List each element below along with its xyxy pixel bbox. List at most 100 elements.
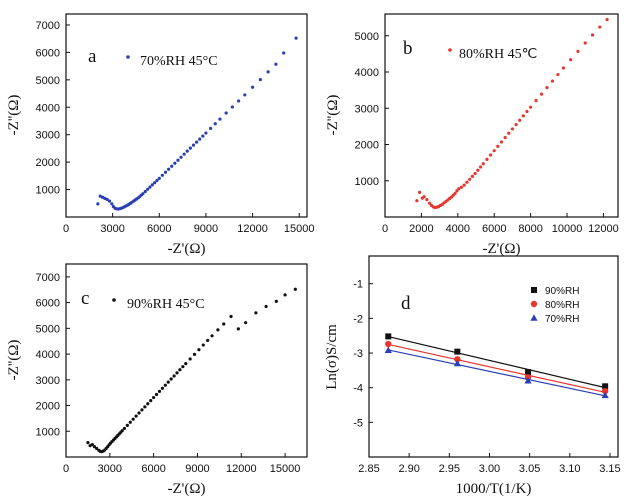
data-point: [179, 155, 183, 159]
legend-label: 90%RH: [545, 286, 579, 297]
data-point: [518, 118, 522, 122]
data-point: [201, 343, 205, 347]
y-tick-label: 1000: [355, 176, 379, 188]
data-point: [157, 176, 161, 180]
x-tick-label: 2.85: [358, 463, 379, 475]
data-point: [258, 77, 262, 82]
x-tick-label: 3.15: [599, 463, 620, 475]
data-point: [131, 417, 135, 421]
data-point: [521, 114, 525, 118]
data-point: [146, 402, 150, 406]
condition-label: 90%RH 45°C: [127, 297, 205, 312]
x-tick-label: 6000: [147, 223, 171, 235]
data-point: [496, 144, 500, 148]
y-axis-label: -Z''(Ω): [6, 95, 22, 136]
data-point: [264, 304, 268, 309]
data-point: [167, 167, 171, 171]
data-point: [503, 136, 507, 140]
x-tick-label: 3000: [100, 223, 124, 235]
data-point: [188, 146, 192, 150]
y-tick-label: 3000: [36, 375, 60, 387]
y-tick-label: 2000: [36, 157, 60, 169]
data-point: [181, 365, 185, 369]
data-point: [601, 387, 609, 395]
data-point: [222, 322, 226, 326]
data-point: [462, 183, 466, 187]
data-point: [206, 338, 210, 343]
panel-letter: a: [88, 46, 97, 67]
data-point: [459, 185, 464, 189]
data-point: [236, 99, 241, 103]
legend-marker: [530, 314, 538, 321]
panel-letter: b: [403, 38, 413, 59]
y-tick-label: -5: [353, 417, 363, 429]
data-point: [534, 99, 538, 103]
data-point: [492, 149, 496, 153]
data-point: [478, 165, 483, 169]
data-point: [417, 190, 422, 194]
data-point: [453, 359, 461, 367]
y-tick-label: 4000: [36, 349, 60, 361]
data-point: [110, 202, 114, 206]
data-point: [140, 408, 144, 412]
y-tick-label: -3: [353, 348, 363, 360]
data-point: [507, 131, 511, 135]
data-point: [163, 170, 168, 174]
data-point: [550, 79, 555, 83]
data-point: [230, 105, 234, 109]
data-point: [148, 185, 152, 189]
fit-line-70%RH: [388, 349, 606, 397]
data-point: [576, 49, 580, 53]
x-tick-label: 3.00: [479, 463, 500, 475]
data-point: [485, 157, 489, 161]
data-point: [455, 189, 459, 193]
y-tick-label: 3000: [355, 103, 379, 115]
x-tick-label: 12000: [237, 223, 268, 235]
data-point: [243, 93, 247, 97]
data-point: [465, 180, 469, 184]
x-tick-label: 0: [63, 223, 69, 235]
x-tick-label: 6000: [141, 463, 165, 475]
data-point: [86, 440, 90, 445]
data-point: [525, 109, 529, 114]
y-axis-label: -Z''(Ω): [325, 95, 341, 136]
data-point: [184, 361, 188, 366]
data-point: [602, 383, 609, 390]
data-point: [425, 198, 429, 202]
data-point: [166, 380, 170, 384]
data-point: [197, 348, 201, 352]
data-point: [173, 161, 177, 165]
x-tick-label: 3.05: [519, 463, 540, 475]
y-tick-label: 2000: [36, 401, 60, 413]
data-point: [192, 352, 197, 356]
panel-b: 0 2000 4000 6000 8000 10000 12000 1000 2000 3000 4…: [325, 13, 619, 257]
data-point: [95, 446, 99, 451]
data-point: [601, 391, 609, 399]
data-point: [188, 357, 192, 361]
legend-marker: [448, 48, 452, 52]
data-point: [169, 377, 173, 381]
data-point: [454, 356, 461, 363]
data-point: [468, 177, 472, 181]
data-point: [153, 181, 157, 185]
data-point: [160, 386, 164, 390]
data-point: [210, 334, 214, 338]
data-point: [266, 70, 270, 74]
data-point: [605, 17, 609, 22]
y-tick-label: 6000: [36, 298, 60, 310]
data-point: [476, 168, 480, 172]
x-tick-label: 2.90: [398, 463, 419, 475]
panel-letter: c: [81, 288, 89, 309]
data-point: [457, 187, 461, 191]
x-axis-label: -Z'(Ω): [483, 241, 521, 257]
data-point: [510, 127, 515, 131]
data-point: [583, 41, 587, 45]
data-point: [499, 140, 504, 144]
data-point: [163, 383, 167, 387]
data-point: [488, 153, 493, 157]
data-point: [185, 149, 189, 153]
data-point: [143, 405, 147, 409]
data-point: [229, 314, 233, 319]
data-point: [236, 327, 240, 331]
x-tick-label: 2000: [409, 223, 433, 235]
